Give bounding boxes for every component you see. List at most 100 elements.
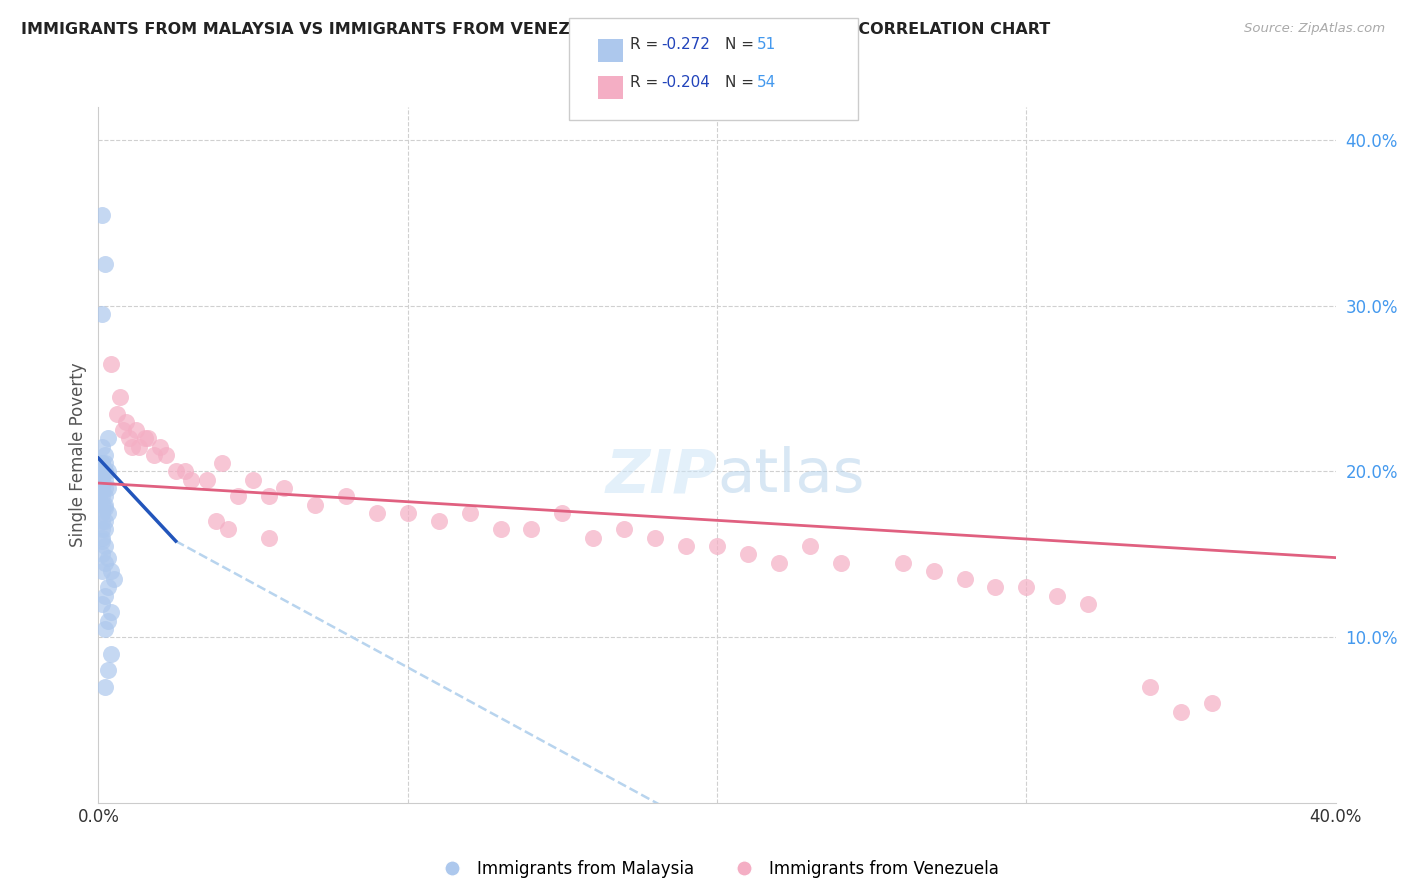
- Text: atlas: atlas: [717, 446, 865, 505]
- Point: [90, 564, 112, 578]
- Point: [93, 514, 115, 528]
- Point: [90, 473, 112, 487]
- Point: [174, 465, 197, 479]
- Point: [613, 523, 636, 537]
- Point: [90, 473, 112, 487]
- Point: [489, 523, 512, 537]
- Point: [100, 564, 122, 578]
- Point: [97, 465, 120, 479]
- Point: [304, 498, 326, 512]
- Point: [90, 489, 112, 503]
- Point: [134, 431, 156, 445]
- Point: [257, 531, 280, 545]
- Point: [90, 534, 112, 549]
- Point: [149, 440, 172, 454]
- Point: [768, 556, 790, 570]
- Point: [706, 539, 728, 553]
- Point: [93, 622, 115, 636]
- Point: [891, 556, 914, 570]
- Point: [737, 547, 759, 561]
- Point: [458, 506, 481, 520]
- Point: [93, 539, 115, 553]
- Point: [100, 605, 122, 619]
- Point: [551, 506, 574, 520]
- Point: [582, 531, 605, 545]
- Point: [520, 523, 543, 537]
- Point: [90, 465, 112, 479]
- Point: [922, 564, 945, 578]
- Point: [90, 498, 112, 512]
- Point: [97, 481, 120, 495]
- Text: 51: 51: [756, 37, 776, 52]
- Point: [90, 208, 112, 222]
- Point: [90, 481, 112, 495]
- Y-axis label: Single Female Poverty: Single Female Poverty: [69, 363, 87, 547]
- Point: [112, 423, 135, 437]
- Point: [115, 415, 138, 429]
- Point: [830, 556, 852, 570]
- Point: [93, 489, 115, 503]
- Point: [97, 614, 120, 628]
- Point: [257, 489, 280, 503]
- Point: [165, 465, 187, 479]
- Point: [273, 481, 295, 495]
- Point: [984, 581, 1007, 595]
- Point: [1201, 697, 1223, 711]
- Point: [93, 465, 115, 479]
- Text: R =: R =: [630, 75, 664, 89]
- Point: [1170, 705, 1192, 719]
- Text: Source: ZipAtlas.com: Source: ZipAtlas.com: [1244, 22, 1385, 36]
- Point: [90, 547, 112, 561]
- Point: [1077, 597, 1099, 611]
- Point: [90, 597, 112, 611]
- Point: [105, 407, 128, 421]
- Point: [143, 448, 166, 462]
- Point: [180, 473, 202, 487]
- Point: [90, 523, 112, 537]
- Text: R =: R =: [630, 37, 664, 52]
- Point: [427, 514, 450, 528]
- Point: [118, 431, 141, 445]
- Point: [93, 465, 115, 479]
- Text: 54: 54: [756, 75, 776, 89]
- Point: [90, 473, 112, 487]
- Point: [93, 257, 115, 271]
- Point: [799, 539, 821, 553]
- Point: [93, 456, 115, 470]
- Point: [97, 431, 120, 445]
- Point: [675, 539, 697, 553]
- Point: [1046, 589, 1069, 603]
- Point: [226, 489, 249, 503]
- Legend: Immigrants from Malaysia, Immigrants from Venezuela: Immigrants from Malaysia, Immigrants fro…: [429, 854, 1005, 885]
- Point: [90, 307, 112, 321]
- Point: [90, 456, 112, 470]
- Point: [90, 456, 112, 470]
- Point: [205, 514, 228, 528]
- Point: [97, 581, 120, 595]
- Point: [108, 390, 131, 404]
- Point: [124, 423, 146, 437]
- Point: [155, 448, 177, 462]
- Point: [136, 431, 159, 445]
- Text: ZIP: ZIP: [605, 446, 717, 505]
- Point: [97, 550, 120, 565]
- Text: IMMIGRANTS FROM MALAYSIA VS IMMIGRANTS FROM VENEZUELA SINGLE FEMALE POVERTY CORR: IMMIGRANTS FROM MALAYSIA VS IMMIGRANTS F…: [21, 22, 1050, 37]
- Point: [396, 506, 419, 520]
- Point: [93, 473, 115, 487]
- Point: [93, 481, 115, 495]
- Point: [103, 572, 125, 586]
- Point: [211, 456, 233, 470]
- Point: [128, 440, 150, 454]
- Text: N =: N =: [725, 37, 759, 52]
- Point: [644, 531, 666, 545]
- Text: -0.272: -0.272: [661, 37, 710, 52]
- Point: [97, 506, 120, 520]
- Point: [93, 500, 115, 515]
- Text: -0.204: -0.204: [661, 75, 710, 89]
- Point: [335, 489, 357, 503]
- Point: [953, 572, 976, 586]
- Point: [90, 484, 112, 499]
- Point: [100, 357, 122, 371]
- Point: [195, 473, 218, 487]
- Point: [90, 440, 112, 454]
